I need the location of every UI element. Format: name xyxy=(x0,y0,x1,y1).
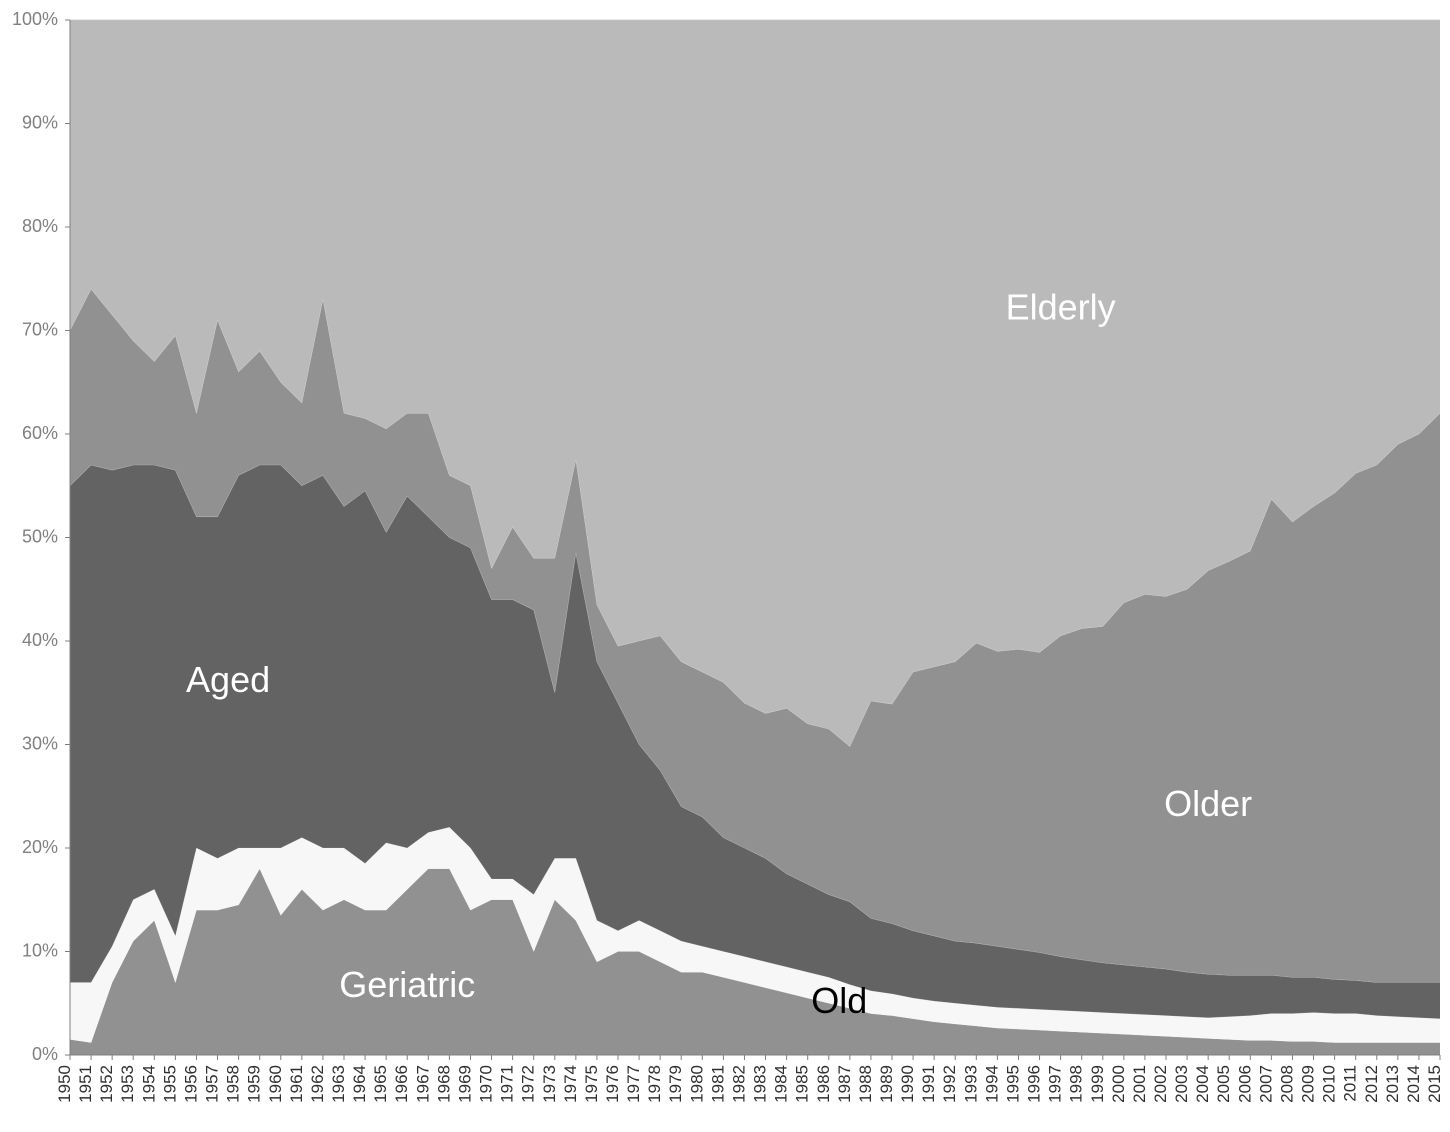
x-tick-label: 1958 xyxy=(224,1065,243,1103)
x-tick-label: 1991 xyxy=(919,1065,938,1103)
chart-svg: 0%10%20%30%40%50%60%70%80%90%100%1950195… xyxy=(0,0,1450,1132)
x-tick-label: 1964 xyxy=(350,1065,369,1103)
x-tick-label: 2010 xyxy=(1320,1065,1339,1103)
y-tick-label: 50% xyxy=(22,526,58,546)
x-tick-label: 1969 xyxy=(455,1065,474,1103)
x-tick-label: 1998 xyxy=(1067,1065,1086,1103)
x-tick-label: 1963 xyxy=(329,1065,348,1103)
x-tick-label: 1979 xyxy=(666,1065,685,1103)
x-tick-label: 1983 xyxy=(751,1065,770,1103)
x-tick-label: 1950 xyxy=(55,1065,74,1103)
x-tick-label: 2006 xyxy=(1235,1065,1254,1103)
stacked-area-chart: 0%10%20%30%40%50%60%70%80%90%100%1950195… xyxy=(0,0,1450,1132)
x-tick-label: 2005 xyxy=(1214,1065,1233,1103)
x-tick-label: 2002 xyxy=(1151,1065,1170,1103)
x-tick-label: 1970 xyxy=(477,1065,496,1103)
y-tick-label: 10% xyxy=(22,940,58,960)
x-tick-label: 1972 xyxy=(519,1065,538,1103)
series-label: Older xyxy=(1164,783,1252,824)
x-tick-label: 2015 xyxy=(1425,1065,1444,1103)
x-tick-label: 1976 xyxy=(603,1065,622,1103)
x-tick-label: 1992 xyxy=(940,1065,959,1103)
x-tick-label: 1994 xyxy=(982,1065,1001,1103)
x-tick-label: 1996 xyxy=(1025,1065,1044,1103)
y-tick-label: 20% xyxy=(22,837,58,857)
x-tick-label: 1978 xyxy=(645,1065,664,1103)
series-label: Geriatric xyxy=(339,964,475,1005)
x-tick-label: 1957 xyxy=(203,1065,222,1103)
x-tick-label: 1953 xyxy=(118,1065,137,1103)
x-tick-label: 1997 xyxy=(1046,1065,1065,1103)
x-tick-label: 2008 xyxy=(1277,1065,1296,1103)
x-tick-label: 1975 xyxy=(582,1065,601,1103)
x-tick-label: 1954 xyxy=(139,1065,158,1103)
x-tick-label: 1984 xyxy=(772,1065,791,1103)
x-tick-label: 1973 xyxy=(540,1065,559,1103)
y-tick-label: 0% xyxy=(32,1044,58,1064)
y-tick-label: 100% xyxy=(12,9,58,29)
series-label: Aged xyxy=(186,659,270,700)
y-tick-label: 80% xyxy=(22,216,58,236)
x-tick-label: 2009 xyxy=(1299,1065,1318,1103)
x-tick-label: 1995 xyxy=(1003,1065,1022,1103)
x-tick-label: 1985 xyxy=(793,1065,812,1103)
x-tick-label: 1965 xyxy=(371,1065,390,1103)
x-tick-label: 2001 xyxy=(1130,1065,1149,1103)
x-tick-label: 1966 xyxy=(392,1065,411,1103)
x-tick-label: 1977 xyxy=(624,1065,643,1103)
x-tick-label: 1955 xyxy=(160,1065,179,1103)
x-tick-label: 1959 xyxy=(245,1065,264,1103)
x-tick-label: 1974 xyxy=(561,1065,580,1103)
x-tick-label: 1968 xyxy=(434,1065,453,1103)
x-tick-label: 1986 xyxy=(814,1065,833,1103)
x-tick-label: 2012 xyxy=(1362,1065,1381,1103)
x-tick-label: 2000 xyxy=(1109,1065,1128,1103)
y-tick-label: 60% xyxy=(22,423,58,443)
x-tick-label: 1990 xyxy=(898,1065,917,1103)
x-tick-label: 1981 xyxy=(708,1065,727,1103)
y-tick-label: 90% xyxy=(22,112,58,132)
x-tick-label: 1989 xyxy=(877,1065,896,1103)
x-tick-label: 1952 xyxy=(97,1065,116,1103)
x-tick-label: 2007 xyxy=(1256,1065,1275,1103)
x-tick-label: 1993 xyxy=(961,1065,980,1103)
x-tick-label: 1971 xyxy=(498,1065,517,1103)
series-label: Old xyxy=(811,980,867,1021)
x-tick-label: 2013 xyxy=(1383,1065,1402,1103)
x-tick-label: 1988 xyxy=(856,1065,875,1103)
x-tick-label: 2003 xyxy=(1172,1065,1191,1103)
x-tick-label: 1982 xyxy=(729,1065,748,1103)
y-tick-label: 70% xyxy=(22,319,58,339)
x-tick-label: 2004 xyxy=(1193,1065,1212,1103)
y-tick-label: 30% xyxy=(22,733,58,753)
x-tick-label: 1987 xyxy=(835,1065,854,1103)
x-tick-label: 2014 xyxy=(1404,1065,1423,1103)
x-tick-label: 2011 xyxy=(1341,1065,1360,1102)
x-tick-label: 1960 xyxy=(266,1065,285,1103)
x-tick-label: 1951 xyxy=(76,1065,95,1103)
x-tick-label: 1999 xyxy=(1088,1065,1107,1103)
series-label: Elderly xyxy=(1006,286,1116,327)
x-tick-label: 1961 xyxy=(287,1065,306,1103)
x-tick-label: 1967 xyxy=(413,1065,432,1103)
x-tick-label: 1962 xyxy=(308,1065,327,1103)
x-tick-label: 1980 xyxy=(687,1065,706,1103)
x-tick-label: 1956 xyxy=(181,1065,200,1103)
y-tick-label: 40% xyxy=(22,630,58,650)
